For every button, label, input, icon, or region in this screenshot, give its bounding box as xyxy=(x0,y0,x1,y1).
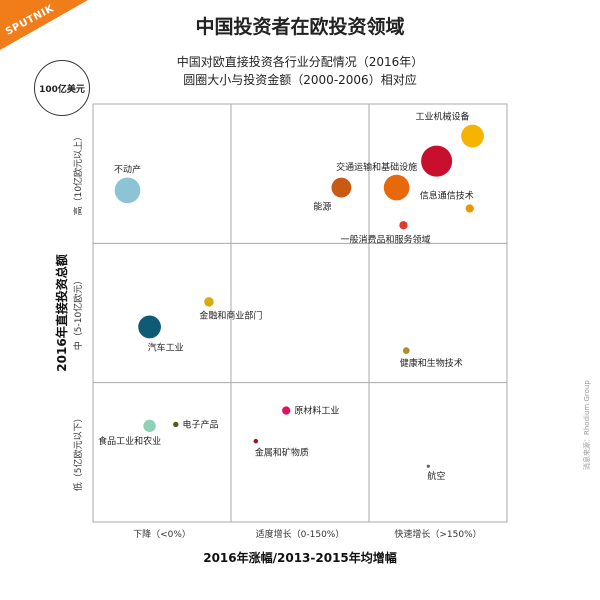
bubble-label: 能源 xyxy=(313,201,331,213)
bubble-label: 交通运输和基础设施 xyxy=(336,161,417,173)
bubble xyxy=(399,221,408,230)
y-tick-label: 低（5亿欧元以下） xyxy=(72,413,84,491)
bubble-label: 工业机械设备 xyxy=(415,111,469,123)
bubble-label: 信息通信技术 xyxy=(420,189,474,201)
bubble xyxy=(253,438,259,444)
bubble xyxy=(461,124,484,148)
bubble xyxy=(331,177,352,198)
bubble xyxy=(143,419,156,433)
y-tick-label: 高（10亿欧元以上） xyxy=(72,132,84,215)
bubble-label: 一般消费品和服务领域 xyxy=(340,233,430,245)
bubble-label: 电子产品 xyxy=(182,418,218,430)
bubble xyxy=(204,297,214,307)
bubble xyxy=(383,174,410,201)
subtitle-1: 中国对欧直接投资各行业分配情况（2016年） xyxy=(176,55,424,69)
bubble xyxy=(465,204,474,213)
plot-frame xyxy=(92,103,508,523)
bubble-label: 原材料工业 xyxy=(294,405,339,417)
bubble-label: 航空 xyxy=(427,470,445,482)
bubble-label: 健康和生物技术 xyxy=(400,357,463,369)
sputnik-logo xyxy=(0,0,88,50)
size-legend-circle: 100亿美元 xyxy=(34,60,90,116)
bubble-label: 不动产 xyxy=(114,164,141,176)
bubble-label: 汽车工业 xyxy=(148,341,184,353)
bubble-label: 食品工业和农业 xyxy=(98,435,161,447)
x-tick-label: 适度增长（0-150%） xyxy=(256,528,345,540)
x-tick-label: 下降（<0%） xyxy=(133,528,191,540)
y-tick-label: 中（5-10亿欧元） xyxy=(72,276,84,350)
bubble xyxy=(282,406,291,415)
bubble xyxy=(426,464,430,468)
bubble xyxy=(138,315,161,339)
page-title: 中国投资者在欧投资领域 xyxy=(195,16,405,38)
x-tick-label: 快速增长（>150%） xyxy=(394,528,481,540)
source-note: 消息来源：Rhodium Group xyxy=(583,380,591,470)
y-axis-title: 2016年直接投资总额 xyxy=(54,254,69,371)
bubble-label: 金融和商业部门 xyxy=(199,310,262,322)
bubble xyxy=(173,421,179,428)
bubble xyxy=(402,347,410,354)
bubble-label: 金属和矿物质 xyxy=(255,446,309,458)
size-legend-label: 100亿美元 xyxy=(39,84,85,95)
bubble xyxy=(421,145,453,177)
bubble xyxy=(114,177,141,204)
x-axis-title: 2016年涨幅/2013-2015年均增幅 xyxy=(203,550,397,565)
subtitle-2: 圆圈大小与投资金额（2000-2006）相对应 xyxy=(183,73,417,87)
